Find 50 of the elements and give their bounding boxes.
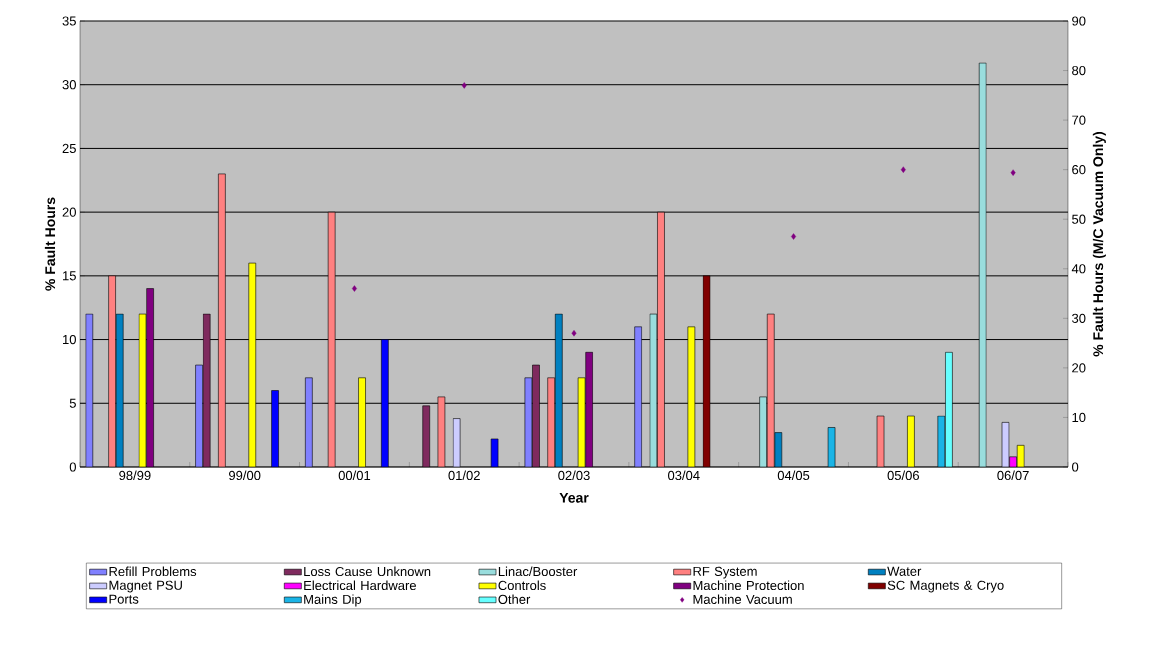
point bbox=[791, 233, 796, 240]
x-tick-label: 02/03 bbox=[558, 470, 590, 481]
y-tick-label: 20 bbox=[62, 207, 76, 217]
point bbox=[1010, 169, 1016, 176]
y2-tick-label: 60 bbox=[1072, 165, 1086, 175]
legend-label: Machine Protection bbox=[693, 580, 804, 591]
y-tick-label: 25 bbox=[62, 143, 76, 154]
y2-tick-label: 20 bbox=[1072, 363, 1086, 373]
y2-tick-label: 90 bbox=[1072, 16, 1086, 26]
legend-label: Controls bbox=[498, 580, 546, 591]
x-tick-label: 06/07 bbox=[997, 470, 1029, 481]
x-tick-label: 99/00 bbox=[229, 470, 261, 481]
x-axis-title: Year bbox=[559, 492, 589, 503]
x-tick-label: 05/06 bbox=[887, 470, 920, 481]
y2-tick-label: 0 bbox=[1072, 462, 1079, 472]
legend-label: Ports bbox=[109, 594, 139, 604]
legend-label: Linac/Booster bbox=[498, 566, 578, 577]
x-tick-label: 00/01 bbox=[338, 470, 371, 481]
y2-tick-label: 10 bbox=[1072, 412, 1086, 423]
legend-label: Mains Dip bbox=[304, 594, 362, 607]
point bbox=[461, 82, 467, 89]
y-tick-label: 0 bbox=[69, 462, 76, 472]
legend-label: SC Magnets & Cryo bbox=[887, 580, 1004, 593]
legend-label: RF System bbox=[693, 566, 757, 579]
point bbox=[571, 329, 577, 337]
x-tick-label: 01/02 bbox=[448, 470, 480, 481]
y2-axis-title: % Fault Hours (M/C Vacuum Only) bbox=[1092, 131, 1106, 357]
legend-label: Water bbox=[887, 566, 922, 576]
point bbox=[352, 285, 357, 292]
y2-tick-label: 80 bbox=[1072, 65, 1086, 76]
legend-label: Electrical Hardware bbox=[304, 580, 416, 591]
x-tick-label: 04/05 bbox=[777, 470, 810, 481]
legend-label: Refill Problems bbox=[109, 566, 197, 577]
x-tick-label: 98/99 bbox=[119, 470, 151, 481]
x-tick-label: 03/04 bbox=[668, 470, 700, 481]
legend-label: Machine Vacuum bbox=[693, 594, 792, 604]
y2-tick-label: 30 bbox=[1072, 313, 1086, 323]
y2-tick-label: 70 bbox=[1072, 115, 1086, 125]
y-tick-label: 10 bbox=[63, 334, 76, 345]
legend-label: Magnet PSU bbox=[109, 580, 182, 593]
legend-label: Other bbox=[498, 594, 531, 604]
legend-label: Loss Cause Unknown bbox=[304, 566, 431, 577]
y2-tick-label: 40 bbox=[1071, 264, 1086, 274]
y-tick-label: 30 bbox=[62, 80, 76, 90]
y-axis-title: % Fault Hours bbox=[44, 197, 56, 291]
y-tick-label: 5 bbox=[69, 398, 76, 408]
y2-tick-label: 50 bbox=[1072, 214, 1086, 224]
point bbox=[900, 166, 906, 173]
y-tick-label: 35 bbox=[62, 16, 76, 26]
y-tick-label: 15 bbox=[63, 271, 76, 281]
